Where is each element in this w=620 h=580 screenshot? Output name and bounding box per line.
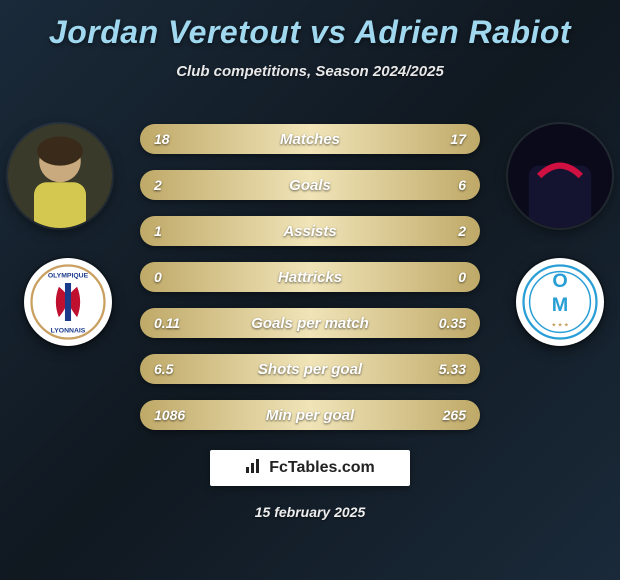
stat-row: 0Hattricks0 <box>140 262 480 292</box>
page-title: Jordan Veretout vs Adrien Rabiot <box>0 0 620 51</box>
player-right-avatar <box>508 124 612 228</box>
lyon-badge-icon: OLYMPIQUE LYONNAIS <box>30 264 106 340</box>
stat-label: Goals <box>140 177 480 194</box>
source-label: FcTables.com <box>269 459 375 477</box>
stat-row: 1Assists2 <box>140 216 480 246</box>
stat-row: 2Goals6 <box>140 170 480 200</box>
svg-text:★ ★ ★: ★ ★ ★ <box>551 322 568 328</box>
svg-text:LYONNAIS: LYONNAIS <box>51 327 86 334</box>
date-label: 15 february 2025 <box>0 504 620 520</box>
svg-text:OLYMPIQUE: OLYMPIQUE <box>48 273 89 280</box>
stat-row: 6.5Shots per goal5.33 <box>140 354 480 384</box>
stat-row: 1086Min per goal265 <box>140 400 480 430</box>
stat-label: Goals per match <box>140 315 480 332</box>
stat-label: Matches <box>140 131 480 148</box>
stat-label: Min per goal <box>140 407 480 424</box>
club-left-badge: OLYMPIQUE LYONNAIS <box>24 258 112 346</box>
chart-icon <box>245 458 263 479</box>
player-silhouette-icon <box>508 124 612 228</box>
svg-text:M: M <box>552 294 568 316</box>
stats-container: 18Matches17 2Goals6 1Assists2 0Hattricks0 0.… <box>140 124 480 446</box>
subtitle: Club competitions, Season 2024/2025 <box>0 63 620 80</box>
stat-label: Assists <box>140 223 480 240</box>
marseille-badge-icon: O M ★ ★ ★ <box>522 264 598 340</box>
stat-label: Hattricks <box>140 269 480 286</box>
source-badge: FcTables.com <box>210 450 410 486</box>
stat-label: Shots per goal <box>140 361 480 378</box>
club-right-badge: O M ★ ★ ★ <box>516 258 604 346</box>
stat-row: 18Matches17 <box>140 124 480 154</box>
stat-row: 0.11Goals per match0.35 <box>140 308 480 338</box>
svg-text:O: O <box>552 270 567 292</box>
player-silhouette-icon <box>8 124 112 228</box>
player-left-avatar <box>8 124 112 228</box>
